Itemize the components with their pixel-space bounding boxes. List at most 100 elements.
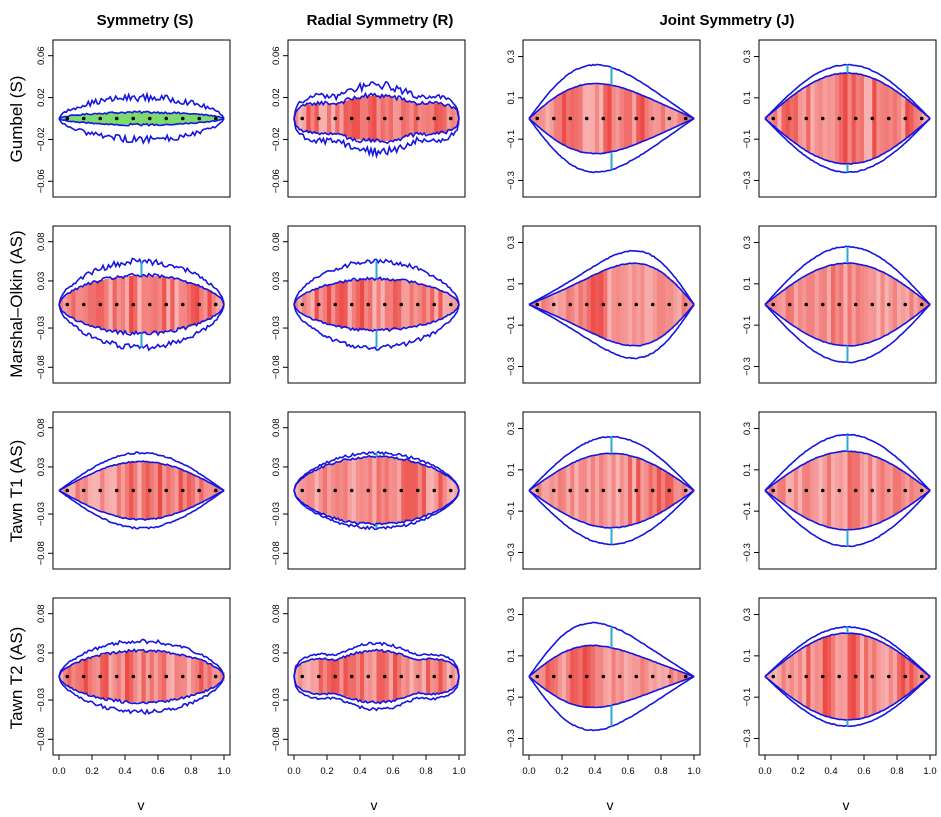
heat-stripe [421,464,427,517]
data-point-dot [568,302,573,307]
heat-stripe [628,652,633,701]
heat-stripe [557,469,563,512]
heat-stripe [318,659,324,694]
x-tick-label: 0.6 [857,766,870,777]
heat-stripe [125,112,130,125]
heat-stripe [417,463,423,518]
data-point-dot [535,488,540,493]
data-point-dot [919,488,924,493]
heat-stripe [781,661,787,692]
outer-band-line [293,641,460,677]
heat-stripe [921,299,927,310]
y-tick-label: 0.03 [36,644,47,663]
heat-stripe [454,484,460,497]
y-tick-label: −0.03 [36,502,47,526]
heat-stripe [529,116,534,121]
heat-stripe [806,85,811,152]
heat-stripe [892,466,898,515]
heat-stripe [826,265,832,344]
x-axis-label-col1: v [138,797,145,813]
data-point-dot [415,302,420,307]
heat-stripe [141,275,147,334]
heat-stripe [925,488,931,493]
heat-stripe [360,96,365,141]
heat-stripe [343,281,349,328]
y-tick-label: 0.3 [506,608,517,621]
heat-stripe [174,113,180,124]
data-point-dot [316,674,321,679]
heat-stripe [339,657,345,696]
panel-frame [522,225,701,384]
y-tick-label: −0.03 [271,502,282,526]
heat-stripe [652,465,658,516]
y-tick-label: −0.3 [742,543,753,562]
y-tick-label: 0.1 [742,463,753,476]
data-point-dot [98,488,103,493]
heat-stripe [75,288,81,321]
heat-stripe [574,86,580,151]
heat-stripe [765,488,770,493]
data-point-dot [316,302,321,307]
data-point-dot [197,488,202,493]
heat-stripe [166,465,171,516]
heat-stripe [541,480,547,501]
heat-stripe [537,668,542,685]
inner-band-line [528,489,695,529]
inner-band-line [293,490,460,527]
heat-stripe [322,659,328,694]
data-point-dot [667,116,672,121]
heat-stripe [417,103,423,134]
heat-stripe [71,663,77,690]
y-tick-label: 0.03 [271,458,282,477]
heat-stripe [781,290,787,319]
data-point-dot [65,302,70,307]
data-point-dot [114,302,119,307]
heat-stripe [880,272,886,337]
y-tick-label: −0.06 [36,169,47,193]
outer-band-line [58,451,225,492]
heat-stripe [158,112,163,125]
heat-stripe [149,275,155,334]
data-point-dot [432,116,437,121]
data-point-dot [65,116,70,121]
heat-stripe [810,459,816,522]
heat-stripe [83,476,89,505]
heat-stripe [669,474,674,507]
row-label-marshal-olkin: Marshal–Olkin (AS) [7,230,26,377]
heat-stripe [673,284,679,325]
y-tick-label: 0.08 [271,604,282,623]
data-point-dot [683,488,688,493]
panel-r4-c3: −0.3 −0.1 0.1 0.3 0.0 0.2 0.4 0.6 0.8 1.0 [506,597,701,777]
heat-stripe [847,73,853,164]
heat-stripe [545,662,551,691]
data-point-dot [551,116,556,121]
data-point-dot [804,488,809,493]
heat-stripe [182,281,188,328]
heat-stripe [199,286,204,323]
x-tick-label: 0.8 [890,766,903,777]
data-point-dot [180,302,185,307]
heat-stripe [376,456,382,525]
heat-stripe [120,651,126,702]
heat-stripe [789,96,795,141]
y-tick-label: 0.1 [742,649,753,662]
column-title-radial-symmetry: Radial Symmetry (R) [307,12,454,29]
heat-stripe [215,295,221,314]
data-point-dot [886,302,891,307]
heat-stripe [872,268,877,341]
heat-stripe [640,657,646,696]
heat-stripe [673,477,679,504]
heat-stripe [777,479,783,502]
heat-stripe [656,467,662,514]
heat-stripe [814,640,820,713]
heat-stripe [108,653,114,700]
data-point-dot [650,674,655,679]
heat-stripe [409,657,415,696]
y-tick-label: −0.03 [36,316,47,340]
x-tick-label: 0.4 [353,766,366,777]
y-tick-label: 0.3 [742,608,753,621]
data-point-dot [584,116,589,121]
heat-stripe [603,646,608,707]
heat-stripe [186,472,192,509]
heat-stripe [294,111,299,126]
